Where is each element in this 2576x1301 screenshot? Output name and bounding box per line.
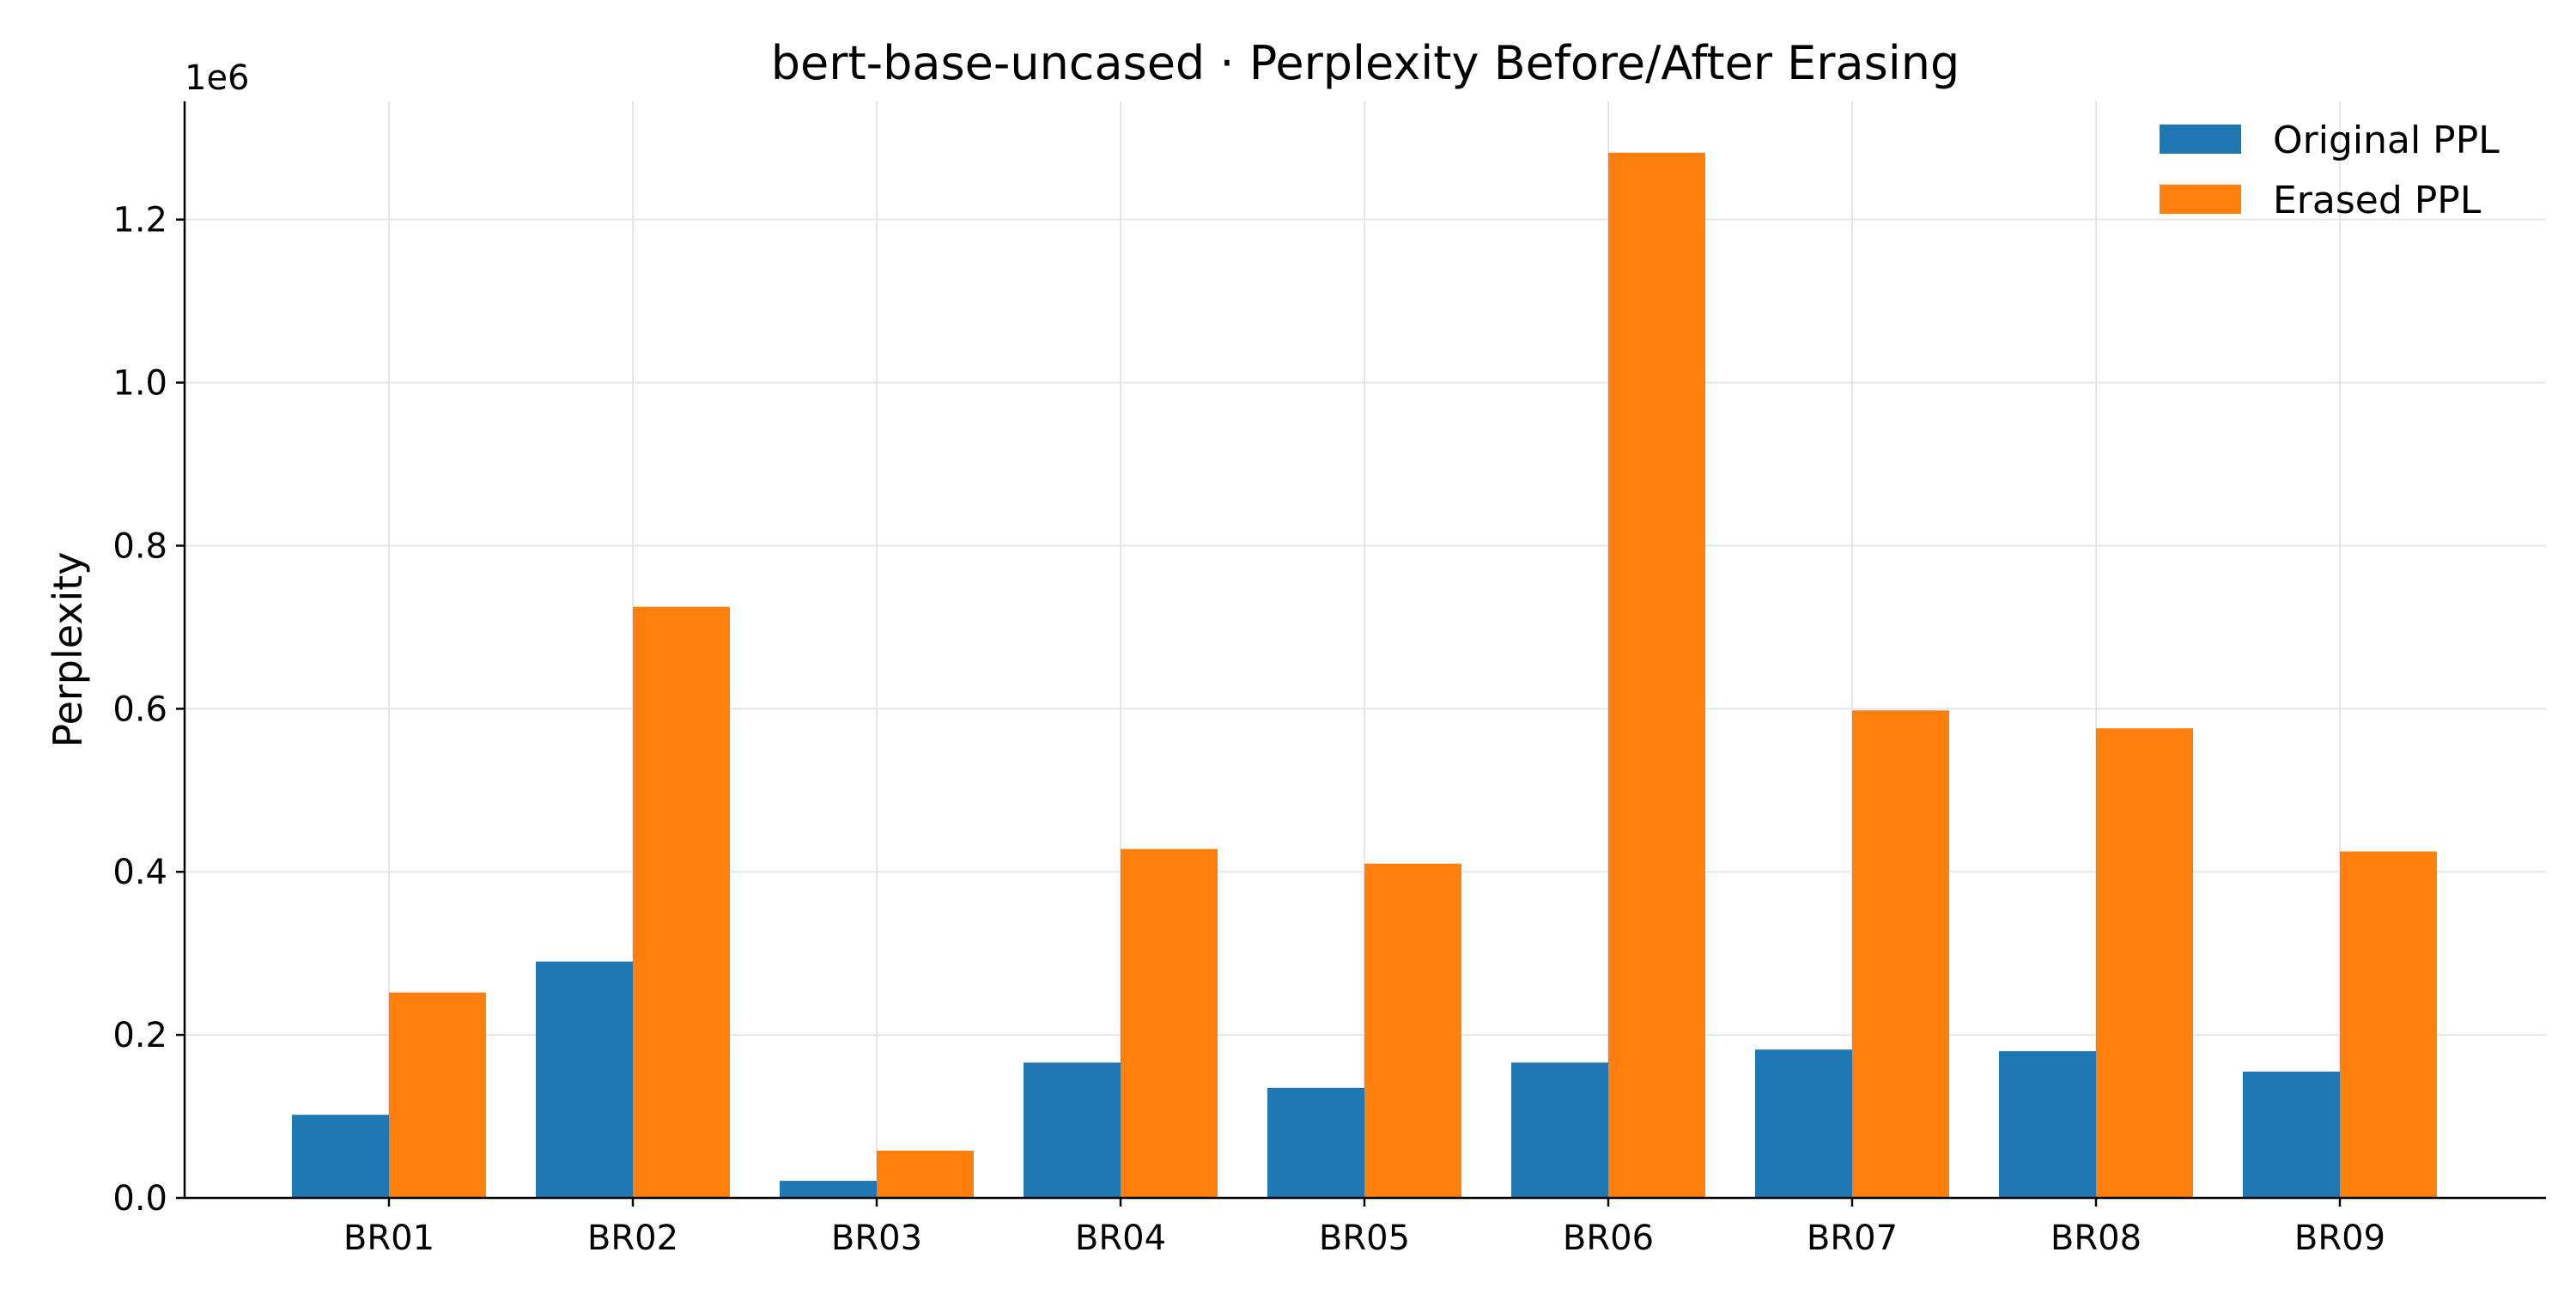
x-tick-label: BR01 [343,1219,434,1258]
bar-erased-br02 [633,606,730,1198]
bar-erased-br03 [877,1150,974,1198]
x-tick-label: BR06 [1563,1219,1654,1258]
legend-swatch-original [2160,125,2241,154]
bar-original-br03 [780,1181,877,1198]
y-axis-label: Perplexity [45,551,91,747]
y-tick-label: 0.2 [112,1016,167,1055]
bar-original-br05 [1267,1087,1364,1198]
bar-original-br06 [1511,1062,1608,1198]
bar-erased-br06 [1608,152,1705,1199]
bar-original-br01 [292,1115,389,1198]
bar-original-br04 [1024,1062,1121,1198]
x-tick-label: BR08 [2050,1219,2142,1258]
bars-layer [292,152,2437,1199]
chart-title: bert-base-uncased · Perplexity Before/Af… [771,36,1959,90]
bar-original-br09 [2243,1071,2340,1198]
y-tick-label: 0.8 [112,526,167,566]
y-tick-label: 0.0 [112,1179,167,1219]
labels-layer: bert-base-uncased · Perplexity Before/Af… [45,36,1959,748]
x-tick-label: BR03 [831,1219,922,1258]
x-tick-label: BR05 [1319,1219,1410,1258]
x-tick-label: BR09 [2294,1219,2385,1258]
bar-erased-br09 [2340,851,2437,1198]
axes-layer: 0.0 0.2 0.4 0.6 0.8 1.0 1.2 BR01 BR02 BR03 BR04 BR0… [112,101,2546,1258]
y-tick-label: 1.2 [112,201,167,240]
y-axis-scale-label: 1e6 [185,58,250,98]
legend-label-original: Original PPL [2273,119,2500,162]
bar-erased-br05 [1364,863,1461,1198]
legend-label-erased: Erased PPL [2273,179,2482,222]
bar-original-br02 [536,961,633,1198]
y-tick-label: 0.6 [112,690,167,729]
bar-erased-br08 [2096,728,2193,1198]
y-tick-label: 1.0 [112,364,167,404]
legend: Original PPL Erased PPL [2160,119,2500,222]
bar-erased-br01 [389,992,486,1198]
bar-original-br07 [1755,1049,1852,1198]
legend-swatch-erased [2160,185,2241,214]
bar-original-br08 [1999,1051,2096,1198]
x-tick-label: BR02 [587,1219,678,1258]
bar-erased-br04 [1121,848,1218,1198]
y-tick-label: 0.4 [112,853,167,892]
x-tick-label: BR07 [1807,1219,1898,1258]
x-tick-label: BR04 [1075,1219,1166,1258]
bar-erased-br07 [1852,710,1949,1198]
